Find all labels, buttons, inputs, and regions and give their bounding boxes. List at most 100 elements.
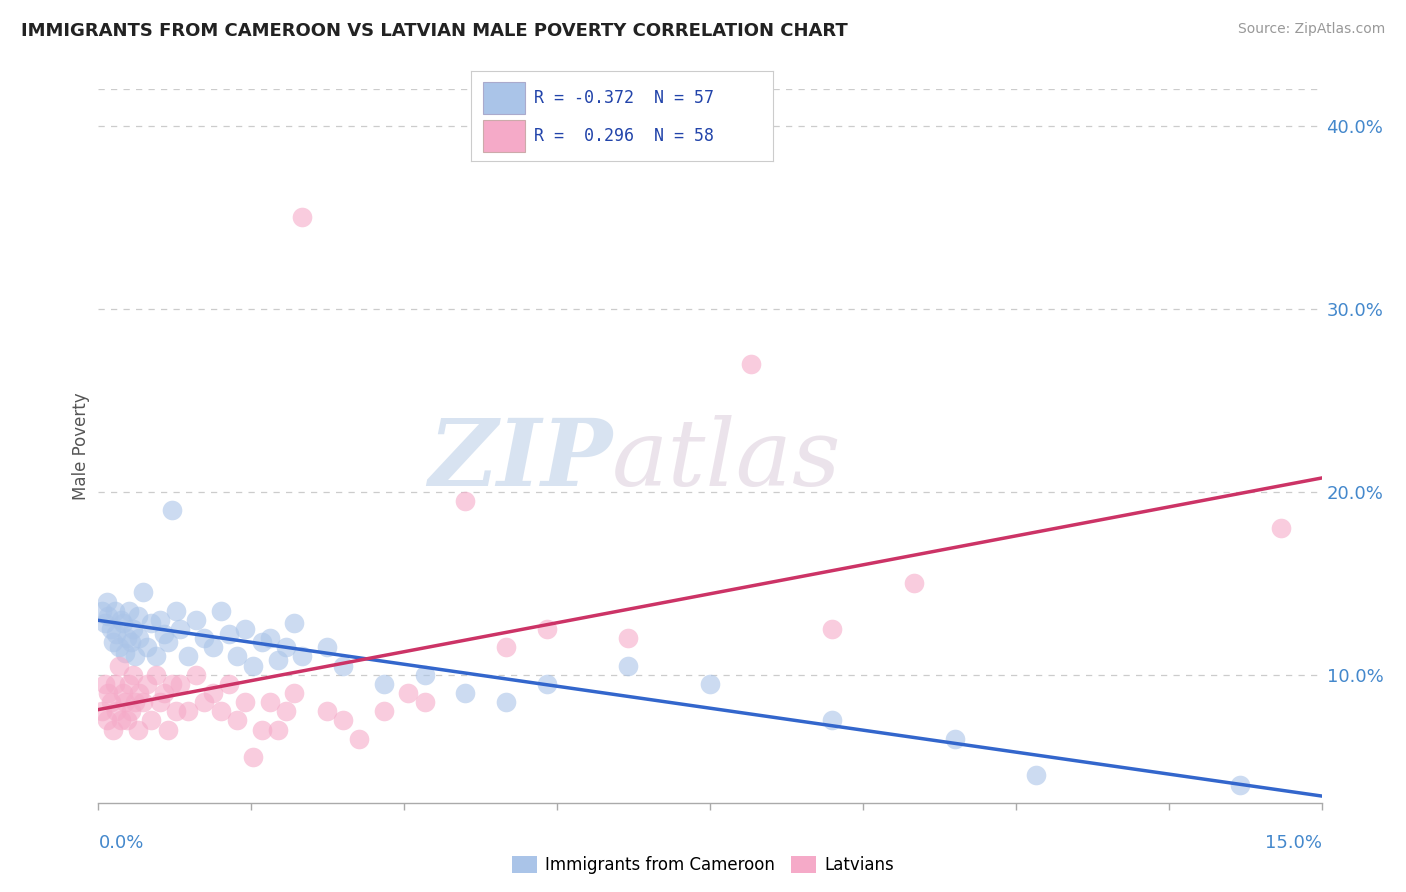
Text: R =  0.296  N = 58: R = 0.296 N = 58 [534,127,714,145]
Point [97,686,120,700]
Point [186,613,208,627]
Point [177,704,200,718]
Point [108,658,131,673]
Point [145,649,167,664]
Point [903,576,925,591]
Point [120,634,142,648]
Point [242,750,264,764]
Point [226,714,249,728]
Point [100,695,122,709]
Point [136,640,159,655]
Point [96,594,118,608]
Point [97,609,120,624]
Point [233,695,256,709]
Point [193,695,215,709]
Y-axis label: Male Poverty: Male Poverty [72,392,90,500]
Point [283,616,305,631]
Point [91,704,114,718]
Point [132,695,155,709]
Point [332,658,354,673]
Point [186,667,208,681]
Point [242,658,264,673]
Point [96,714,118,728]
Point [821,622,844,636]
Point [141,616,163,631]
Point [121,667,143,681]
Point [156,634,179,648]
Text: ZIP: ZIP [427,416,612,505]
Text: IMMIGRANTS FROM CAMEROON VS LATVIAN MALE POVERTY CORRELATION CHART: IMMIGRANTS FROM CAMEROON VS LATVIAN MALE… [21,22,848,40]
Point [94,677,117,691]
Point [259,631,281,645]
Point [115,631,138,645]
Point [165,704,187,718]
Text: R = -0.372  N = 57: R = -0.372 N = 57 [534,89,714,107]
Point [124,695,146,709]
Point [149,695,172,709]
Point [201,640,224,655]
Point [218,627,240,641]
Point [1025,768,1047,782]
Point [349,731,371,746]
Point [152,627,174,641]
Point [110,714,132,728]
Point [111,686,134,700]
Point [943,731,966,746]
Point [291,649,314,664]
Point [259,695,281,709]
Point [149,613,172,627]
Text: atlas: atlas [612,416,842,505]
Point [1229,777,1251,791]
Point [413,695,436,709]
Point [141,714,163,728]
Point [128,686,150,700]
Point [152,686,174,700]
Point [128,631,150,645]
Point [114,695,136,709]
Point [373,677,395,691]
Point [160,677,183,691]
Point [136,677,159,691]
Point [617,631,640,645]
Legend: Immigrants from Cameroon, Latvians: Immigrants from Cameroon, Latvians [506,851,900,880]
Point [169,622,191,636]
Point [373,704,395,718]
Point [233,622,256,636]
Point [121,622,143,636]
Point [118,677,141,691]
Point [250,723,273,737]
Point [127,723,149,737]
Point [124,649,146,664]
Point [120,704,142,718]
Point [454,686,477,700]
Point [283,686,305,700]
Point [267,723,290,737]
Point [115,714,138,728]
Point [193,631,215,645]
Point [274,704,297,718]
Point [250,634,273,648]
Point [145,667,167,681]
Point [201,686,224,700]
Point [160,503,183,517]
Point [209,704,232,718]
Point [118,604,141,618]
Point [169,677,191,691]
Point [101,723,124,737]
Point [104,677,127,691]
Point [413,667,436,681]
Point [267,653,290,667]
Bar [484,120,526,152]
Point [291,211,314,225]
Point [100,622,122,636]
Point [315,640,337,655]
Point [177,649,200,664]
Point [104,604,127,618]
Point [165,604,187,618]
Point [218,677,240,691]
Point [315,704,337,718]
Point [396,686,419,700]
Point [114,646,136,660]
Point [209,604,232,618]
Point [495,640,517,655]
